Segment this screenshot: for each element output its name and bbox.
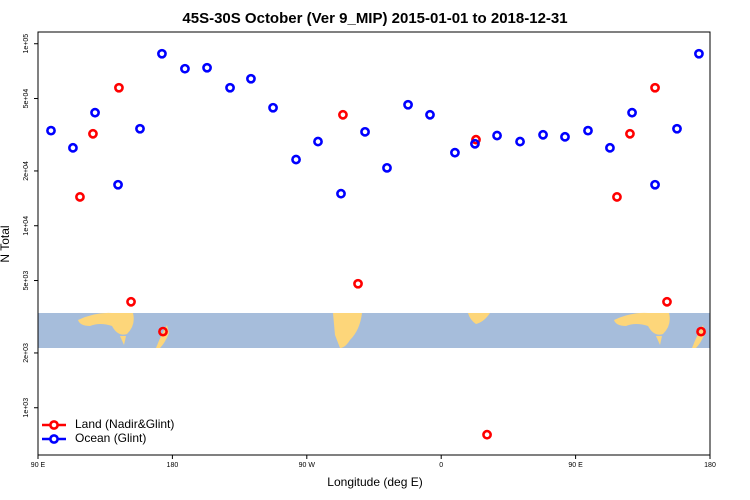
point [88, 128, 98, 139]
x-tick-label: 180 [704, 462, 716, 469]
plot-frame [37, 31, 711, 456]
point [482, 429, 492, 440]
legend-marker [49, 420, 59, 430]
point [353, 278, 363, 289]
y-tick-label: 5e+04 [23, 89, 30, 109]
y-tick-label: 1e+04 [23, 216, 30, 236]
x-tick-label: 0 [439, 462, 443, 469]
point [560, 131, 570, 142]
point [46, 125, 56, 136]
point [360, 126, 370, 137]
point [126, 296, 136, 307]
point [68, 142, 78, 153]
point [662, 296, 672, 307]
point [403, 99, 413, 110]
y-axis-label: N Total [0, 225, 12, 262]
map-band [38, 312, 710, 348]
point [470, 138, 480, 149]
point [450, 147, 460, 158]
point [246, 73, 256, 84]
point [135, 123, 145, 134]
point [492, 130, 502, 141]
y-tick-label: 2e+03 [23, 343, 30, 363]
point [313, 136, 323, 147]
y-tick-label: 1e+03 [23, 398, 30, 418]
point [291, 154, 301, 165]
point [605, 142, 615, 153]
point [382, 162, 392, 173]
point [158, 326, 168, 337]
point [336, 188, 346, 199]
y-tick-label: 5e+03 [23, 271, 30, 291]
point [627, 107, 637, 118]
y-tick-label: 1e+05 [23, 34, 30, 54]
point [157, 48, 167, 59]
point [650, 179, 660, 190]
point [75, 192, 85, 202]
point [202, 62, 212, 73]
point [515, 136, 525, 147]
legend-label: Ocean (Glint) [75, 431, 146, 445]
point [90, 107, 100, 118]
point [113, 179, 123, 190]
x-tick-label: 90 E [31, 462, 46, 469]
x-tick-label: 90 W [299, 462, 316, 469]
point [180, 63, 190, 74]
point [650, 82, 660, 93]
point [583, 125, 593, 136]
point [672, 123, 682, 134]
point [338, 109, 348, 120]
point [268, 102, 278, 113]
point [625, 128, 635, 139]
chart-title: 45S-30S October (Ver 9_MIP) 2015-01-01 t… [182, 10, 567, 27]
point [538, 129, 548, 140]
x-tick-label: 180 [167, 462, 179, 469]
point [425, 109, 435, 120]
point [612, 192, 622, 202]
y-tick-label: 2e+04 [23, 161, 30, 181]
point [225, 82, 235, 93]
point [114, 82, 124, 93]
legend-marker [49, 434, 59, 444]
x-tick-label: 90 E [568, 462, 583, 469]
point [696, 326, 706, 337]
point [694, 48, 704, 59]
x-axis-label: Longitude (deg E) [327, 475, 422, 489]
legend-label: Land (Nadir&Glint) [75, 417, 174, 431]
